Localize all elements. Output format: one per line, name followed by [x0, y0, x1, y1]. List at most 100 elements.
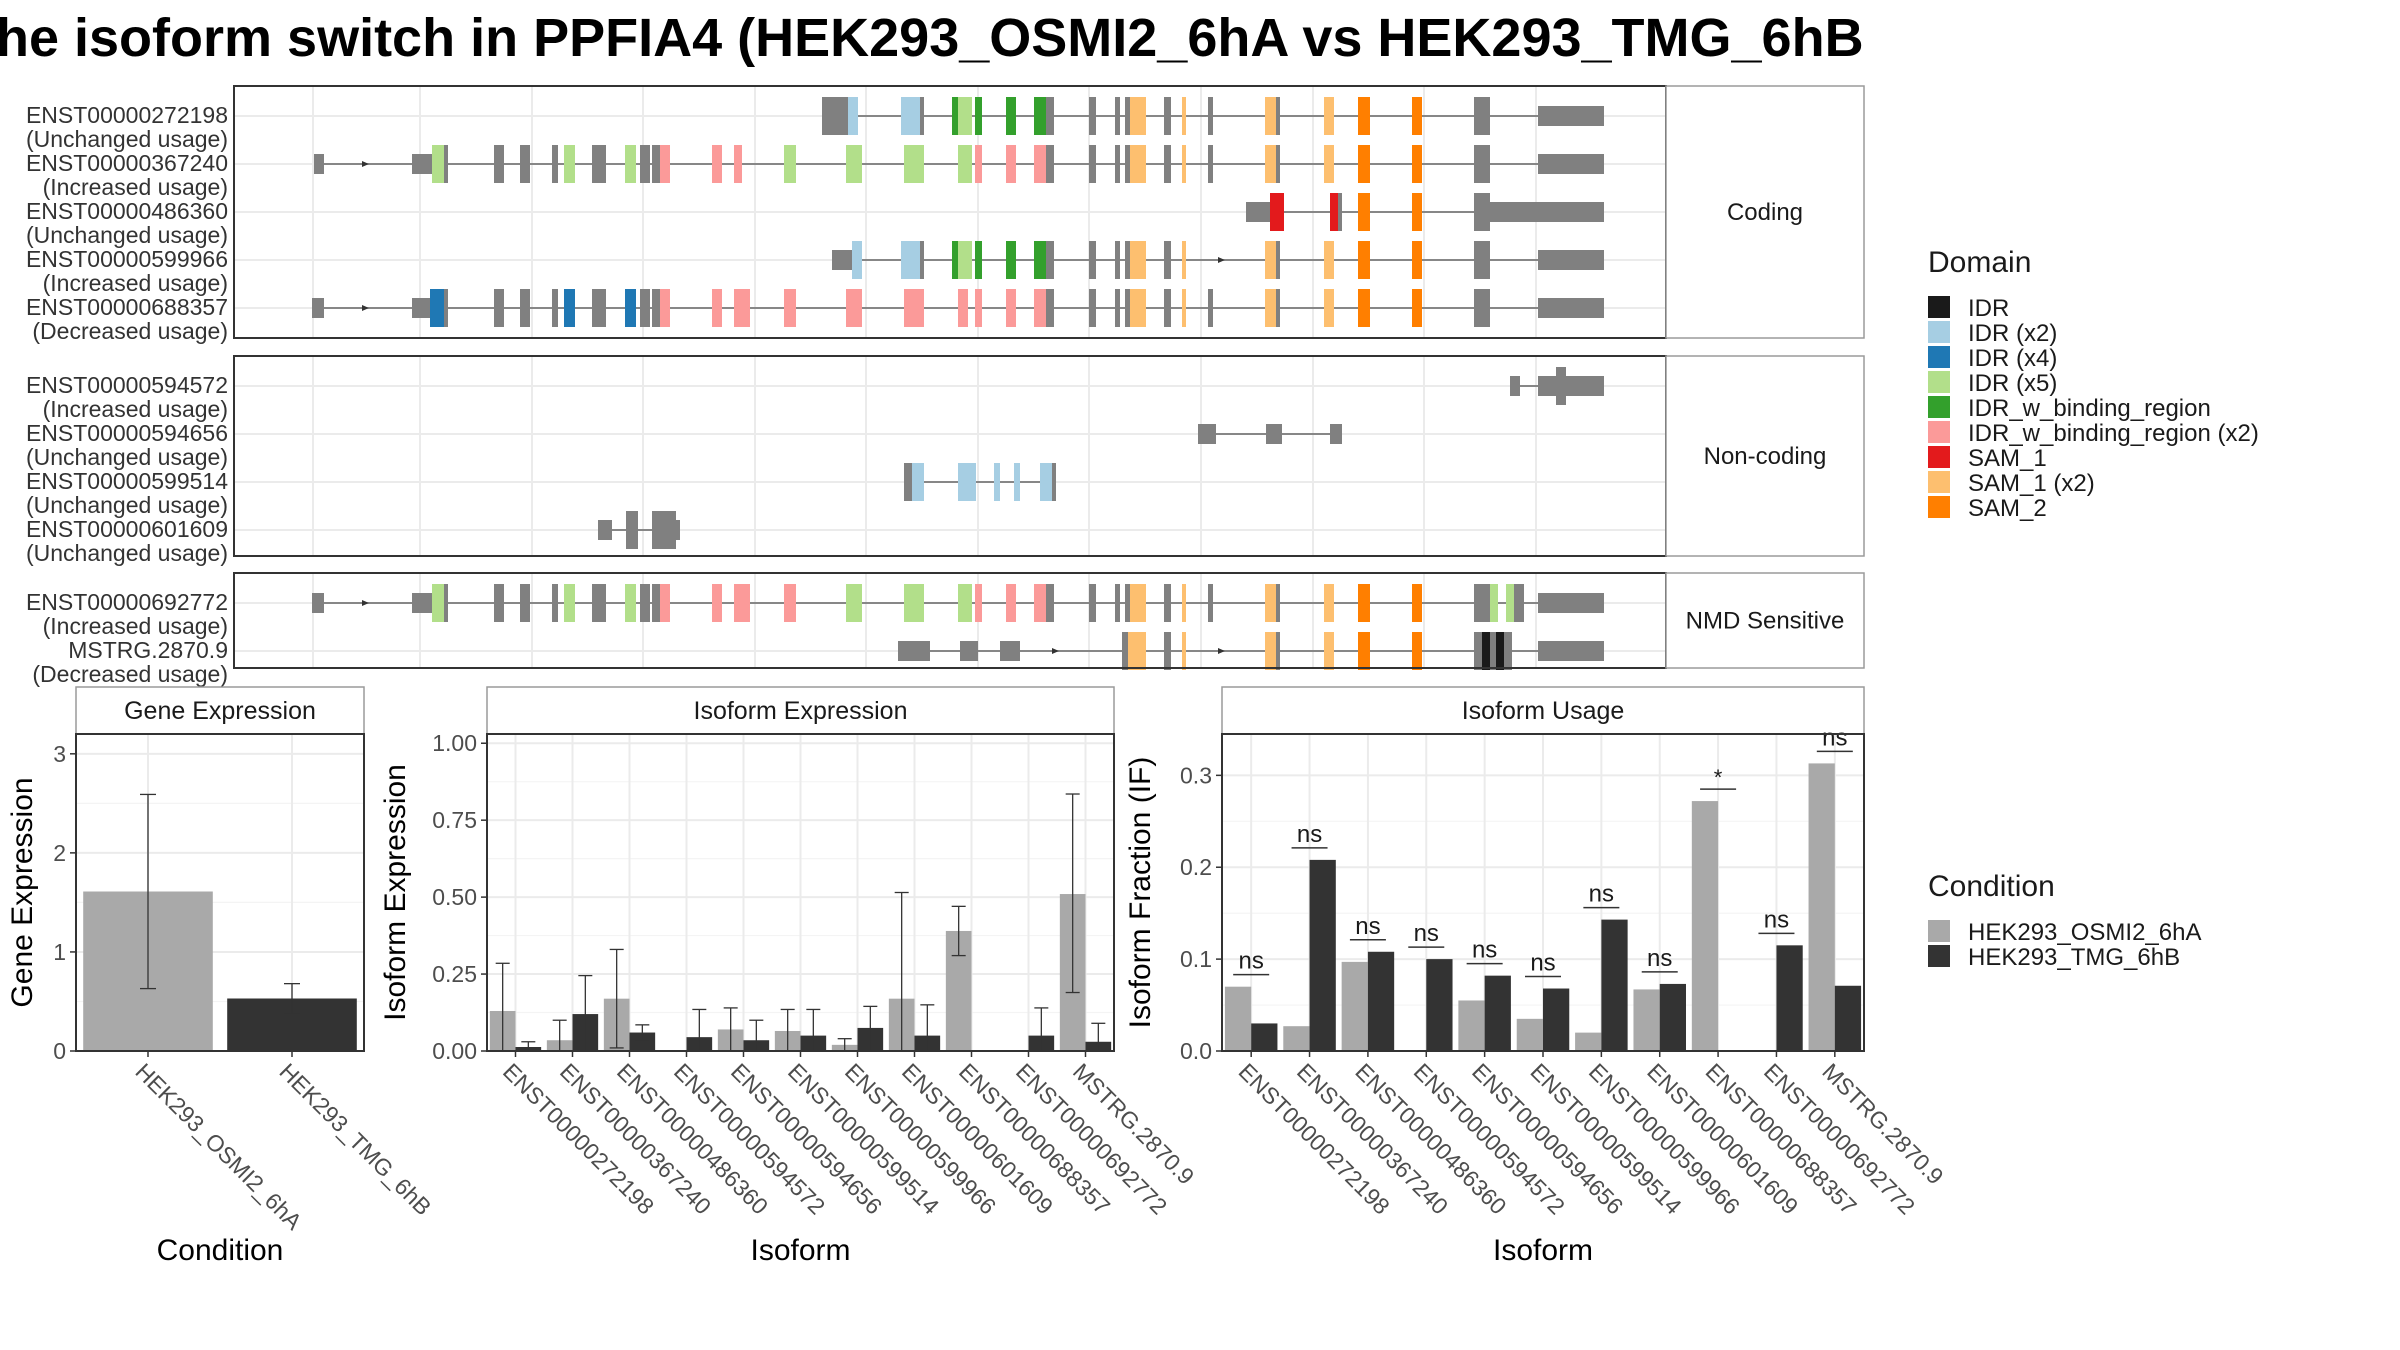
- legend-key: [1928, 945, 1950, 967]
- legend-key: [1928, 296, 1950, 318]
- x-axis-title: Isoform: [1493, 1234, 1593, 1267]
- exon: [1198, 424, 1216, 444]
- exon: [1122, 632, 1128, 670]
- bar: [1601, 919, 1628, 1051]
- exon: [1504, 632, 1512, 670]
- bar: [1224, 986, 1252, 1051]
- exon: [598, 520, 612, 540]
- legend-label: IDR: [1968, 295, 2009, 322]
- legend-key: [1928, 346, 1950, 368]
- exon: [1125, 97, 1130, 135]
- exon: [1330, 424, 1342, 444]
- direction-arrow-icon: [1052, 648, 1059, 654]
- exon: [1358, 632, 1370, 670]
- bar: [1341, 961, 1368, 1051]
- exon: [1538, 641, 1604, 661]
- exon: [1265, 241, 1276, 279]
- exon: [712, 145, 722, 183]
- panel-background: [234, 356, 1666, 556]
- bar: [1659, 983, 1686, 1051]
- exon: [432, 584, 444, 622]
- transcript-id-label: ENST00000486360: [26, 198, 228, 224]
- y-tick-label: 0.0: [1180, 1038, 1212, 1064]
- direction-arrow-icon: [1218, 648, 1225, 654]
- exon: [312, 298, 324, 318]
- exon: [520, 289, 530, 327]
- transcript-ENST00000601609: [598, 511, 680, 549]
- exon: [1482, 632, 1490, 670]
- legend-key: [1928, 321, 1950, 343]
- exon: [784, 584, 796, 622]
- exon: [1538, 593, 1604, 613]
- bar-charts: Gene Expression 0 1 2 3 HEK293_OSMI2_6hAHEK29…: [6, 686, 1949, 1267]
- legend-label: SAM_1: [1968, 445, 2047, 472]
- exon: [846, 584, 862, 622]
- transcript-ENST00000599514: [904, 463, 1056, 501]
- exon: [958, 241, 972, 279]
- legend-key: [1928, 920, 1950, 942]
- exon: [1474, 632, 1482, 670]
- transcript-ENST00000594572: [1510, 367, 1604, 405]
- exon: [920, 97, 924, 135]
- x-axis-title: Condition: [157, 1234, 284, 1267]
- exon: [975, 584, 982, 622]
- exon: [901, 97, 920, 135]
- exon: [1125, 241, 1130, 279]
- exon: [1115, 289, 1120, 327]
- exon: [920, 241, 924, 279]
- exon: [1324, 241, 1334, 279]
- exon: [625, 145, 636, 183]
- exon: [1496, 632, 1504, 670]
- transcript-usage-label: (Unchanged usage): [26, 222, 228, 248]
- exon: [1538, 154, 1604, 174]
- exon: [1125, 145, 1130, 183]
- structure-panel-2: ENST00000692772(Increased usage)MSTRG.28…: [26, 572, 1865, 687]
- bar: [1808, 763, 1835, 1051]
- exon: [626, 511, 638, 549]
- exon: [444, 584, 448, 622]
- exon: [640, 289, 650, 327]
- exon: [1034, 584, 1046, 622]
- exon: [1034, 145, 1046, 183]
- transcript-id-label: ENST00000601609: [26, 516, 228, 542]
- exon: [592, 289, 606, 327]
- exon: [1265, 145, 1276, 183]
- legend-label: HEK293_OSMI2_6hA: [1968, 919, 2201, 946]
- exon: [1052, 463, 1056, 501]
- exon: [444, 289, 448, 327]
- transcript-id-label: ENST00000594656: [26, 420, 228, 446]
- y-tick-label: 3: [53, 741, 66, 767]
- significance-label: ns: [1822, 724, 1847, 751]
- facet-strip: [1665, 85, 1865, 339]
- exon: [1208, 97, 1213, 135]
- significance-label: *: [1714, 765, 1723, 790]
- y-tick-label: 0.75: [432, 807, 477, 833]
- transcript-usage-label: (Increased usage): [43, 613, 228, 639]
- legend-label: IDR_w_binding_region (x2): [1968, 420, 2259, 447]
- exon: [1490, 202, 1604, 222]
- exon: [412, 593, 432, 613]
- exon: [904, 584, 924, 622]
- legend-label: SAM_2: [1968, 495, 2047, 522]
- exon: [660, 145, 670, 183]
- significance-label: ns: [1764, 906, 1789, 933]
- significance-label: ns: [1297, 821, 1322, 848]
- legend-key: [1928, 371, 1950, 393]
- exon: [1265, 584, 1276, 622]
- bar: [1309, 859, 1336, 1051]
- exon: [901, 241, 920, 279]
- exon: [1034, 97, 1046, 135]
- exon: [1000, 641, 1020, 661]
- exon: [652, 511, 676, 549]
- chart-title: Gene Expression: [124, 697, 316, 725]
- exon: [640, 145, 650, 183]
- exon: [1182, 97, 1186, 135]
- exon: [952, 241, 958, 279]
- exon: [1412, 193, 1422, 231]
- exon: [1128, 632, 1146, 670]
- exon: [1034, 289, 1046, 327]
- exon: [958, 463, 976, 501]
- exon: [1474, 145, 1490, 183]
- legend-key: [1928, 446, 1950, 468]
- transcript-usage-label: (Unchanged usage): [26, 126, 228, 152]
